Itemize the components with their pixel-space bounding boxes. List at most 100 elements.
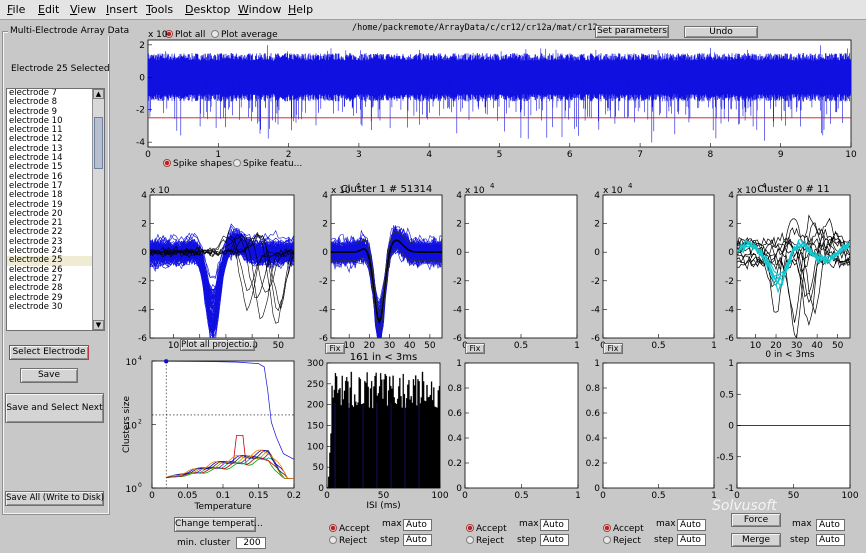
- menu-tools[interactable]: Tools: [146, 3, 173, 16]
- axis-exponent-label: x 10: [603, 186, 623, 196]
- electrode-list-item[interactable]: electrode 9: [9, 106, 58, 117]
- menu-help[interactable]: Help: [288, 3, 313, 16]
- step-input[interactable]: Auto: [403, 534, 432, 546]
- menu-window[interactable]: Window: [238, 3, 281, 16]
- fix-button-2[interactable]: Fix: [465, 343, 485, 354]
- step-input[interactable]: Auto: [677, 534, 706, 546]
- electrode-list-item[interactable]: electrode 25: [7, 256, 104, 266]
- electrode-list-item[interactable]: electrode 26: [9, 264, 63, 275]
- outlier-waveform: [737, 234, 850, 285]
- axis-tick-label: 4: [141, 191, 147, 201]
- save-and-select-next-button[interactable]: Save and Select Next: [5, 393, 104, 423]
- axis-tick-label: 0: [594, 248, 600, 258]
- electrode-list-item[interactable]: electrode 28: [9, 283, 63, 294]
- electrode-list-item[interactable]: electrode 20: [9, 208, 63, 219]
- select-electrode-button[interactable]: Select Electrode: [9, 345, 89, 360]
- accept-radio-2[interactable]: Accept: [466, 524, 507, 534]
- axis-tick-label: 0.8: [448, 384, 463, 394]
- axis-tick-label: 0: [462, 491, 468, 501]
- fix-button-1[interactable]: Fix: [325, 343, 345, 354]
- undo-button[interactable]: Undo: [684, 26, 758, 38]
- step-label: step: [790, 535, 810, 545]
- plot-all-projections-button[interactable]: Plot all projectio...: [180, 339, 258, 351]
- electrode-list-item[interactable]: electrode 29: [9, 292, 63, 303]
- scroll-thumb[interactable]: [94, 117, 103, 169]
- electrode-list-item[interactable]: electrode 13: [9, 143, 63, 154]
- accept-radio-3[interactable]: Accept: [603, 524, 644, 534]
- max-input[interactable]: Auto: [677, 519, 706, 531]
- cluster-size-curve: [166, 457, 294, 479]
- electrode-list-item[interactable]: electrode 7: [9, 88, 58, 98]
- change-temperature-button[interactable]: Change temperat...: [174, 517, 263, 532]
- reject-radio-1[interactable]: Reject: [329, 536, 367, 546]
- electrode-list-item[interactable]: electrode 23: [9, 236, 63, 247]
- accept-label: Accept: [476, 524, 507, 534]
- fix-button-3[interactable]: Fix: [603, 343, 623, 354]
- axis-tick-label: 50: [788, 491, 800, 501]
- max-label: max: [382, 519, 402, 529]
- list-scrollbar[interactable]: ▲ ▼: [92, 89, 104, 330]
- electrode-list-item[interactable]: electrode 12: [9, 134, 63, 145]
- accept-label: Accept: [339, 524, 370, 534]
- electrode-list-item[interactable]: electrode 30: [9, 301, 63, 312]
- electrode-list-item[interactable]: electrode 11: [9, 125, 63, 136]
- electrode-list[interactable]: electrode 7 electrode 8 electrode 9 electro…: [6, 88, 105, 331]
- axis-tick-label: -4: [136, 138, 145, 148]
- save-all-button[interactable]: Save All (Write to Disk): [5, 491, 104, 506]
- spike-shapes-radio[interactable]: Spike shapes: [163, 159, 232, 169]
- electrode-list-item[interactable]: electrode 14: [9, 153, 63, 164]
- electrode-list-item[interactable]: electrode 18: [9, 190, 63, 201]
- accept-radio-1[interactable]: Accept: [329, 524, 370, 534]
- y-axis-label: Clusters size: [122, 396, 132, 453]
- merge-button[interactable]: Merge: [731, 533, 781, 547]
- scroll-up-icon[interactable]: ▲: [93, 89, 104, 99]
- mean-waveform: [737, 238, 850, 294]
- isi-plot-2: [464, 362, 579, 489]
- axis-tick-label: 0.05: [177, 491, 197, 501]
- menu-view[interactable]: View: [70, 3, 96, 16]
- step-input[interactable]: Auto: [816, 534, 845, 546]
- step-input[interactable]: Auto: [540, 534, 569, 546]
- electrode-list-item[interactable]: electrode 10: [9, 115, 63, 126]
- axis-exponent-label: x 10: [148, 30, 168, 40]
- max-input[interactable]: Auto: [816, 519, 845, 531]
- menu-file[interactable]: File: [7, 3, 25, 16]
- electrode-list-item[interactable]: electrode 27: [9, 273, 63, 284]
- electrode-list-item[interactable]: electrode 22: [9, 227, 63, 238]
- electrode-list-item[interactable]: electrode 19: [9, 199, 63, 210]
- menu-edit[interactable]: Edit: [38, 3, 59, 16]
- axis-tick-label: 10: [126, 422, 138, 432]
- electrode-list-item[interactable]: electrode 15: [9, 162, 63, 173]
- waveform-group: [150, 223, 294, 338]
- min-cluster-input[interactable]: 200: [236, 537, 266, 549]
- axis-exponent-label: x 10: [465, 186, 485, 196]
- axis-tick-label: 150: [307, 422, 324, 432]
- plot-average-radio[interactable]: Plot average: [211, 30, 278, 40]
- electrode-list-item[interactable]: electrode 24: [9, 246, 63, 257]
- axis-tick-label: 0.5: [514, 491, 528, 501]
- set-parameters-button[interactable]: Set parameters: [595, 25, 669, 38]
- plot-average-label: Plot average: [221, 30, 278, 40]
- electrode-list-item[interactable]: electrode 16: [9, 171, 63, 182]
- reject-radio-2[interactable]: Reject: [466, 536, 504, 546]
- axis-tick-label: -4: [138, 305, 147, 315]
- max-input[interactable]: Auto: [403, 519, 432, 531]
- save-button[interactable]: Save: [20, 368, 78, 383]
- reject-radio-3[interactable]: Reject: [603, 536, 641, 546]
- axis-tick-label: 1: [728, 359, 734, 369]
- axis-tick-label: 1: [711, 491, 717, 501]
- plot-all-radio[interactable]: Plot all: [165, 30, 205, 40]
- electrode-list-item[interactable]: electrode 17: [9, 180, 63, 191]
- menu-insert[interactable]: Insert: [106, 3, 138, 16]
- outlier-waveform: [737, 222, 850, 338]
- axis-tick-label: -4: [319, 305, 328, 315]
- electrode-list-item[interactable]: electrode 8: [9, 97, 58, 108]
- force-button[interactable]: Force: [731, 513, 781, 527]
- axis-tick-label: 20: [770, 341, 782, 351]
- scroll-down-icon[interactable]: ▼: [93, 320, 104, 330]
- menu-desktop[interactable]: Desktop: [185, 3, 230, 16]
- axis-tick-label: -6: [591, 334, 600, 344]
- spike-features-radio[interactable]: Spike featu...: [233, 159, 302, 169]
- electrode-list-item[interactable]: electrode 21: [9, 218, 63, 229]
- max-input[interactable]: Auto: [540, 519, 569, 531]
